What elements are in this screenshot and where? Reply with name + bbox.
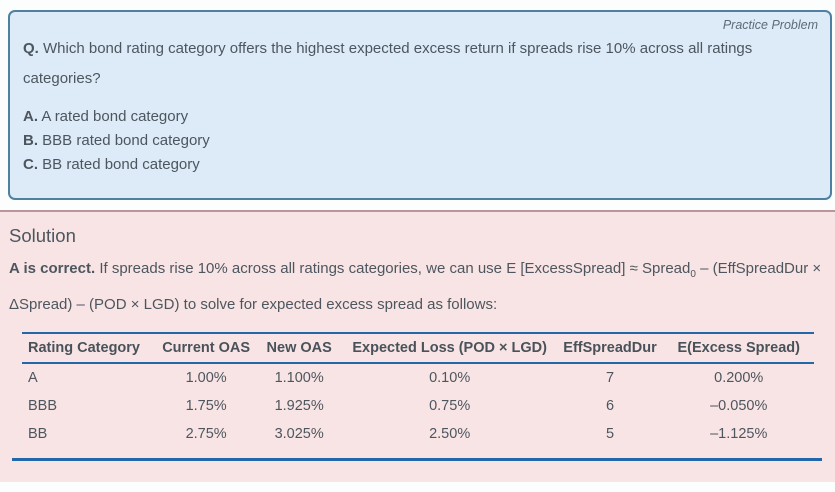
cell-effspreaddur: 5 — [605, 426, 615, 442]
cell-new-oas: 1.925% — [274, 398, 324, 414]
cell-current-oas: 1.00% — [185, 370, 227, 386]
header-rating-category: Rating Category — [22, 333, 157, 364]
solution-formula-post: – (EffSpreadDur × ΔSpread) – (POD × LGD)… — [9, 260, 822, 313]
option-a-text: A rated bond category — [41, 108, 189, 125]
results-table: Rating Category Current OAS New OAS Expe… — [22, 332, 814, 448]
cell-new-oas: 1.100% — [274, 370, 324, 386]
cell-rating: BBB — [28, 398, 58, 414]
option-c-letter: C. — [23, 156, 38, 173]
cell-current-oas: 1.75% — [185, 398, 227, 414]
cell-rating: A — [28, 370, 38, 386]
practice-problem-card: Practice Problem Q. Which bond rating ca… — [8, 10, 832, 200]
solution-verdict: A is correct. — [9, 260, 96, 277]
solution-paragraph: A is correct. If spreads rise 10% across… — [9, 254, 825, 320]
solution-formula-pre: If spreads rise 10% across all ratings c… — [99, 260, 691, 277]
option-c-text: BB rated bond category — [42, 156, 200, 173]
cell-excess-spread: –0.050% — [710, 398, 768, 414]
header-expected-loss: Expected Loss (POD × LGD) — [342, 333, 557, 364]
option-a: A. A rated bond category — [23, 105, 818, 129]
option-b-letter: B. — [23, 132, 38, 149]
cell-expected-loss: 0.75% — [429, 398, 471, 414]
question-prefix: Q. — [23, 40, 39, 57]
cell-effspreaddur: 7 — [605, 370, 615, 386]
table-header-row: Rating Category Current OAS New OAS Expe… — [22, 333, 814, 364]
question-body: Which bond rating category offers the hi… — [23, 40, 753, 87]
cell-new-oas: 3.025% — [274, 426, 324, 442]
answer-options: A. A rated bond category B. BBB rated bo… — [23, 105, 818, 177]
option-b-text: BBB rated bond category — [42, 132, 210, 149]
option-c: C. BB rated bond category — [23, 153, 818, 177]
cell-excess-spread: 0.200% — [714, 370, 764, 386]
cell-excess-spread: –1.125% — [710, 426, 768, 442]
header-excess-spread: E(Excess Spread) — [663, 333, 814, 364]
table-row: BBB 1.75% 1.925% 0.75% 6 –0.050% — [22, 392, 814, 420]
option-a-letter: A. — [23, 108, 38, 125]
practice-problem-badge: Practice Problem — [722, 18, 818, 32]
option-b: B. BBB rated bond category — [23, 129, 818, 153]
header-effspreaddur: EffSpreadDur — [556, 333, 664, 364]
cell-rating: BB — [28, 426, 48, 442]
spread-subscript: 0 — [690, 269, 696, 280]
solution-heading: Solution — [9, 225, 76, 246]
cell-current-oas: 2.75% — [185, 426, 227, 442]
results-table-wrap: Rating Category Current OAS New OAS Expe… — [12, 332, 822, 461]
cell-expected-loss: 2.50% — [429, 426, 471, 442]
table-row: A 1.00% 1.100% 0.10% 7 0.200% — [22, 363, 814, 392]
cell-expected-loss: 0.10% — [429, 370, 471, 386]
header-new-oas: New OAS — [255, 333, 343, 364]
table-row: BB 2.75% 3.025% 2.50% 5 –1.125% — [22, 420, 814, 448]
solution-section: Solution A is correct. If spreads rise 1… — [0, 210, 835, 482]
question-text: Q. Which bond rating category offers the… — [23, 34, 818, 94]
cell-effspreaddur: 6 — [605, 398, 615, 414]
header-current-oas: Current OAS — [156, 333, 256, 364]
